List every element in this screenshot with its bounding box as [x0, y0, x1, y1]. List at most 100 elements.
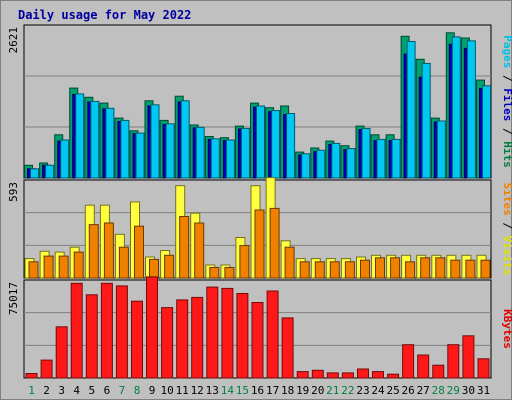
bar-pages-day-29 — [451, 36, 461, 179]
bar-kbytes-day-7 — [115, 285, 128, 379]
bar-pages-day-19 — [301, 153, 311, 179]
bar-sites-day-22 — [344, 261, 355, 279]
bar-pages-day-3 — [60, 139, 70, 179]
bar-pages-day-12 — [195, 126, 205, 179]
x-label-day-7: 7 — [119, 384, 126, 397]
y-max-label: 593 — [7, 182, 20, 202]
legend-files: Files — [501, 88, 512, 121]
bar-kbytes-day-14 — [221, 287, 234, 379]
bar-sites-day-1 — [28, 261, 39, 279]
bar-pages-day-11 — [180, 100, 190, 179]
x-label-day-18: 18 — [281, 384, 294, 397]
bar-sites-day-15 — [239, 245, 250, 279]
bar-sites-day-24 — [375, 257, 385, 279]
bar-sites-day-21 — [329, 261, 340, 279]
bar-kbytes-day-6 — [100, 282, 113, 379]
bar-sites-day-4 — [73, 251, 84, 279]
bar-pages-day-9 — [150, 104, 160, 179]
legend-separator: / — [501, 216, 512, 236]
bar-kbytes-day-25 — [387, 373, 400, 379]
bar-sites-day-2 — [43, 255, 54, 279]
bar-pages-day-28 — [436, 120, 446, 179]
legend-kbytes: KBytes — [501, 309, 512, 349]
bar-pages-day-23 — [361, 128, 371, 179]
bar-kbytes-day-22 — [341, 372, 354, 379]
legend-separator: / — [501, 121, 512, 141]
x-label-day-5: 5 — [88, 384, 95, 397]
bar-kbytes-day-28 — [432, 364, 445, 379]
x-label-day-27: 27 — [417, 384, 430, 397]
x-label-day-11: 11 — [176, 384, 189, 397]
panel-kbytes: 75017 KBytes — [7, 276, 512, 379]
panel-hits-files-pages: 2621 Pages / Files / Hits — [7, 24, 512, 179]
bar-pages-day-30 — [466, 40, 476, 179]
bar-kbytes-day-3 — [55, 326, 68, 379]
bar-pages-day-14 — [225, 139, 235, 179]
x-label-day-1: 1 — [28, 384, 35, 397]
chart-title: Daily usage for May 2022 — [18, 8, 191, 22]
x-label-day-23: 23 — [356, 384, 369, 397]
x-label-day-16: 16 — [251, 384, 264, 397]
bar-kbytes-day-16 — [251, 302, 264, 379]
bar-sites-day-23 — [360, 259, 370, 279]
x-label-day-24: 24 — [371, 384, 385, 397]
panel-legend: KBytes — [501, 309, 512, 349]
bar-kbytes-day-8 — [131, 300, 143, 379]
bar-sites-day-29 — [450, 259, 461, 279]
x-label-day-29: 29 — [447, 384, 460, 397]
bar-sites-day-26 — [405, 261, 416, 279]
bar-sites-day-5 — [88, 224, 99, 279]
panel-legend: Pages / Files / Hits — [501, 35, 512, 168]
legend-sites: Sites — [501, 183, 512, 216]
x-label-day-3: 3 — [58, 384, 65, 397]
x-label-day-6: 6 — [104, 384, 111, 397]
legend-separator: / — [501, 68, 512, 88]
bar-kbytes-day-5 — [85, 294, 98, 379]
bar-sites-day-31 — [480, 259, 491, 279]
bar-pages-day-25 — [391, 138, 401, 179]
bar-pages-day-16 — [256, 105, 265, 179]
bar-kbytes-day-19 — [296, 371, 309, 379]
y-max-label: 75017 — [7, 282, 20, 315]
chart-panels: 2621 Pages / Files / Hits 593 Sites / Visit… — [7, 24, 512, 379]
bar-kbytes-day-2 — [40, 359, 53, 379]
bar-pages-day-17 — [271, 110, 281, 179]
x-label-day-2: 2 — [43, 384, 50, 397]
bar-kbytes-day-18 — [281, 317, 294, 379]
bar-pages-day-24 — [376, 138, 386, 179]
x-label-day-21: 21 — [326, 384, 339, 397]
bar-kbytes-day-15 — [236, 293, 249, 379]
bar-sites-day-16 — [254, 209, 265, 279]
bar-pages-day-13 — [210, 138, 220, 179]
bar-sites-day-9 — [149, 258, 159, 279]
bar-sites-day-17 — [269, 207, 280, 279]
x-label-day-8: 8 — [134, 384, 141, 397]
bar-kbytes-day-29 — [447, 344, 460, 379]
panel-visits-sites: 593 Sites / Visits — [7, 177, 512, 279]
bar-sites-day-7 — [118, 246, 129, 279]
bar-sites-day-11 — [179, 216, 190, 279]
legend-pages: Pages — [501, 35, 512, 68]
x-label-day-13: 13 — [206, 384, 219, 397]
x-label-day-19: 19 — [296, 384, 309, 397]
bar-kbytes-day-9 — [146, 276, 158, 379]
x-label-day-20: 20 — [311, 384, 324, 397]
bar-pages-day-26 — [406, 41, 416, 179]
bar-pages-day-6 — [105, 107, 115, 179]
bar-pages-day-8 — [135, 132, 145, 179]
bar-kbytes-day-4 — [70, 282, 83, 379]
x-label-day-9: 9 — [149, 384, 156, 397]
x-label-day-12: 12 — [191, 384, 204, 397]
bar-pages-day-7 — [120, 119, 130, 179]
x-label-day-28: 28 — [432, 384, 445, 397]
bar-pages-day-5 — [90, 100, 100, 179]
bar-sites-day-3 — [58, 255, 69, 279]
bar-sites-day-19 — [299, 261, 310, 279]
y-max-label: 2621 — [7, 27, 20, 54]
bar-sites-day-20 — [314, 261, 325, 279]
bar-sites-day-27 — [420, 257, 431, 279]
x-label-day-26: 26 — [401, 384, 414, 397]
bar-kbytes-day-30 — [462, 335, 475, 379]
x-label-day-14: 14 — [221, 384, 235, 397]
